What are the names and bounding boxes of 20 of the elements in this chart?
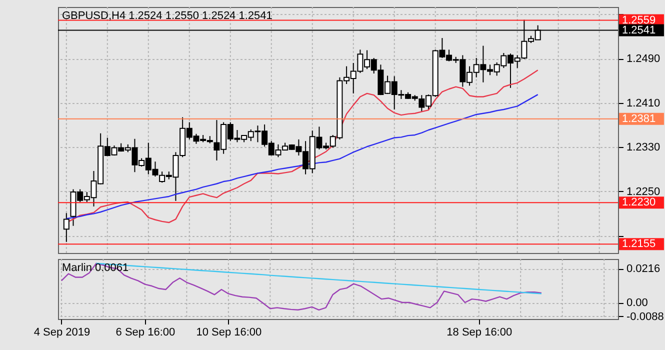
chart-title: GBPUSD,H4 1.2524 1.2550 1.2524 1.2541: [62, 10, 272, 22]
candlestick: [63, 212, 70, 242]
y-tick-label: 0.0216: [626, 263, 660, 276]
y-tick-label: 1.2490: [626, 53, 660, 66]
y-tick-label: 1.2250: [626, 186, 660, 198]
ref-line-label: 1.2559: [622, 14, 656, 26]
x-tick-label: 18 Sep 16:00: [446, 326, 512, 338]
x-tick-label: 6 Sep 16:00: [116, 326, 176, 338]
line-series: [60, 262, 542, 310]
ref-line-label: 1.2155: [622, 238, 656, 250]
line-series: [96, 262, 542, 294]
x-tick-label: 10 Sep 16:00: [196, 326, 262, 338]
x-tick-label: 4 Sep 2019: [34, 326, 90, 338]
y-tick-label: 0.00: [626, 297, 648, 310]
ref-line-label: 1.2541: [622, 24, 656, 36]
y-tick-label: 1.2330: [626, 142, 660, 154]
y-tick-label: 1.2410: [626, 97, 660, 110]
ref-line-label: 1.2230: [622, 196, 656, 209]
y-tick-label: -0.0088: [626, 310, 664, 323]
ref-line-label: 1.2381: [622, 112, 656, 125]
